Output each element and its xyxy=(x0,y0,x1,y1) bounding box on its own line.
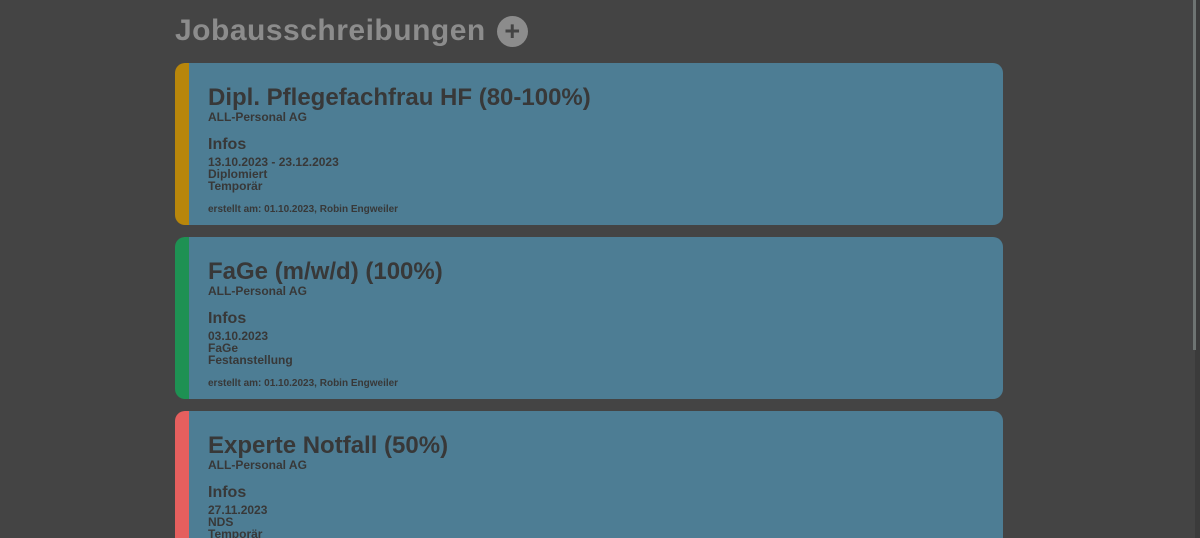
job-company: ALL-Personal AG xyxy=(208,110,307,124)
job-info-qualification: FaGe xyxy=(208,341,239,355)
job-card-list: Dipl. Pflegefachfrau HF (80-100%) ALL-Pe… xyxy=(175,63,1003,538)
job-title: Dipl. Pflegefachfrau HF (80-100%) xyxy=(208,84,591,111)
scrollbar-track[interactable] xyxy=(1193,0,1200,538)
job-company: ALL-Personal AG xyxy=(208,458,307,472)
job-card[interactable]: FaGe (m/w/d) (100%) ALL-Personal AG Info… xyxy=(175,237,1003,399)
job-created-by: erstellt am: 01.10.2023, Robin Engweiler xyxy=(208,378,399,389)
job-info-dates: 03.10.2023 xyxy=(208,329,269,343)
scrollbar-thumb[interactable] xyxy=(1193,0,1196,350)
plus-icon: + xyxy=(504,15,521,46)
job-card[interactable]: Experte Notfall (50%) ALL-Personal AG In… xyxy=(175,411,1003,538)
job-title: Experte Notfall (50%) xyxy=(208,432,449,459)
page-header: Jobausschreibungen + xyxy=(175,14,1200,48)
job-card[interactable]: Dipl. Pflegefachfrau HF (80-100%) ALL-Pe… xyxy=(175,63,1003,225)
job-infos-label: Infos xyxy=(208,484,247,501)
job-infos-label: Infos xyxy=(208,136,247,153)
job-infos-label: Infos xyxy=(208,310,247,327)
add-job-button[interactable]: + xyxy=(496,15,528,47)
job-info-employment-type: Temporär xyxy=(208,179,263,193)
job-info-employment-type: Temporär xyxy=(208,527,263,538)
job-company: ALL-Personal AG xyxy=(208,284,307,298)
job-info-dates: 13.10.2023 - 23.12.2023 xyxy=(208,155,339,169)
job-created-by: erstellt am: 01.10.2023, Robin Engweiler xyxy=(208,204,399,215)
page-title: Jobausschreibungen xyxy=(175,14,486,47)
job-info-dates: 27.11.2023 xyxy=(208,503,268,517)
job-info-qualification: Diplomiert xyxy=(208,167,268,181)
job-info-employment-type: Festanstellung xyxy=(208,353,293,367)
job-title: FaGe (m/w/d) (100%) xyxy=(208,258,443,285)
job-info-qualification: NDS xyxy=(208,515,234,529)
